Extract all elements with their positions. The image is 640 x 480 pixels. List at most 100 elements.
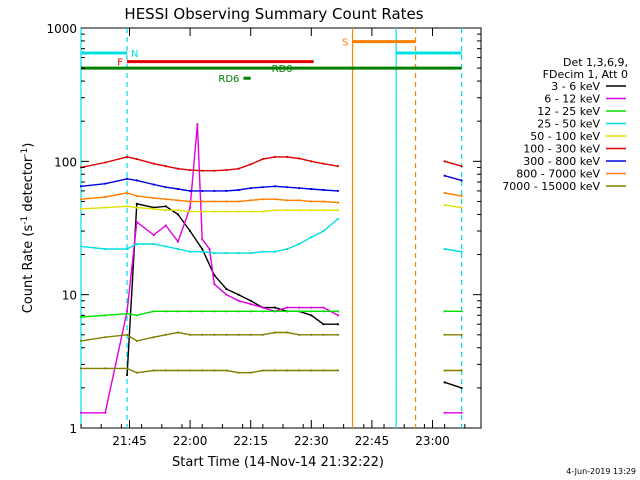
series-point-7-16: [298, 199, 301, 202]
series-point-3-14: [273, 250, 277, 253]
series-point-4-15: [285, 209, 289, 212]
x-tick-label-4: 22:45: [355, 434, 390, 448]
series-point-6-22: [443, 174, 446, 177]
series-point-7-3: [135, 194, 138, 198]
series-point-9-1: [104, 367, 107, 370]
legend-header-0: Det 1,3,6,9,: [563, 56, 628, 69]
series-point-2-15: [285, 310, 289, 313]
series-point-1-2: [125, 310, 129, 313]
series-line-6: [80, 175, 462, 192]
y-label-sup1: -1: [20, 216, 30, 225]
series-point-4-2: [125, 205, 129, 208]
x-tick-label-2: 22:15: [233, 434, 268, 448]
legend-header-1: FDecim 1, Att 0: [543, 68, 628, 81]
legend-label-7: 800 - 7000 keV: [516, 168, 600, 181]
series-point-2-2: [125, 312, 129, 315]
series-point-1-0: [79, 411, 83, 414]
series-point-1-6: [176, 240, 180, 243]
series-point-5-3: [135, 157, 138, 161]
series-point-3-15: [285, 247, 289, 251]
series-point-3-2: [125, 247, 129, 251]
series-point-9-23: [460, 369, 463, 372]
series-point-2-8: [201, 310, 204, 313]
series-point-5-22: [443, 160, 446, 163]
series-point-8-14: [273, 331, 277, 334]
series-point-1-24: [443, 411, 446, 414]
series-point-1-21: [336, 314, 340, 317]
series-point-4-16: [298, 209, 301, 212]
series-point-8-16: [298, 333, 301, 336]
series-point-0-19: [336, 323, 340, 326]
series-point-3-17: [310, 236, 313, 239]
series-point-9-3: [135, 371, 138, 374]
series-point-2-4: [152, 310, 155, 313]
flag-bars: NF S RD0 RD6: [81, 38, 462, 85]
series-point-2-5: [164, 310, 167, 313]
series-point-4-18: [322, 209, 325, 212]
series-point-0-12: [249, 299, 252, 302]
series-point-8-2: [125, 333, 129, 336]
series-point-6-19: [336, 189, 340, 193]
series-point-6-13: [261, 186, 264, 189]
series-point-3-18: [322, 229, 325, 233]
series-point-4-11: [237, 210, 240, 213]
series-point-7-19: [336, 201, 340, 204]
series-point-9-17: [310, 369, 313, 372]
series-point-3-19: [336, 217, 340, 221]
series-point-8-6: [176, 331, 180, 334]
series-point-1-7: [188, 206, 192, 209]
series-point-4-8: [201, 210, 204, 213]
chart-title: HESSI Observing Summary Count Rates: [124, 5, 423, 23]
series-point-0-7: [188, 229, 192, 233]
series-line-7: [80, 192, 462, 204]
series-point-3-22: [443, 247, 446, 251]
series-point-4-3: [135, 206, 138, 209]
series-point-5-14: [273, 155, 277, 158]
series-point-7-6: [176, 199, 180, 202]
series-point-5-16: [298, 157, 301, 160]
series-point-1-5: [164, 224, 167, 227]
series-point-6-7: [188, 189, 192, 193]
series-point-1-1: [104, 411, 107, 414]
series-point-2-14: [273, 310, 277, 313]
series-point-8-11: [237, 333, 240, 336]
series-point-3-12: [249, 251, 252, 255]
series-point-2-18: [322, 310, 325, 313]
series-point-9-13: [261, 369, 264, 372]
series-point-3-8: [201, 250, 204, 253]
series-point-2-11: [237, 310, 240, 313]
series-point-4-1: [104, 206, 107, 209]
flag-label-n-0: N: [131, 49, 138, 60]
y-label-part3: ): [21, 143, 36, 148]
plot-frame: [80, 27, 482, 429]
series-point-7-13: [261, 198, 264, 201]
series-line-5: [80, 156, 462, 172]
series-point-8-0: [79, 339, 83, 343]
series-point-7-12: [249, 199, 252, 202]
series-point-2-16: [298, 310, 301, 313]
x-axis-ticks: 21:45 22:00 22:15 22:30 22:45 23:00: [80, 28, 466, 448]
series-point-4-13: [261, 210, 264, 213]
series-point-3-11: [237, 251, 240, 255]
series-point-9-7: [188, 369, 192, 372]
series-point-6-0: [79, 185, 83, 188]
series-point-8-12: [249, 333, 252, 336]
series-point-7-18: [322, 200, 325, 203]
series-point-2-17: [310, 310, 313, 313]
y-label-sup2: -1: [20, 148, 30, 157]
series-point-1-19: [310, 306, 313, 309]
series-point-2-3: [135, 314, 138, 317]
series-point-2-0: [79, 315, 83, 319]
series-point-8-23: [460, 333, 463, 336]
series-point-6-12: [249, 186, 252, 190]
series-point-6-10: [225, 189, 228, 193]
series-point-7-4: [152, 196, 155, 200]
series-point-7-23: [460, 194, 463, 198]
series-point-4-14: [273, 209, 277, 212]
series-point-1-12: [225, 293, 228, 296]
x-tick-label-0: 21:45: [112, 434, 147, 448]
series-point-9-6: [176, 369, 180, 372]
series-point-6-9: [213, 189, 216, 193]
vertical-markers: [80, 28, 463, 428]
